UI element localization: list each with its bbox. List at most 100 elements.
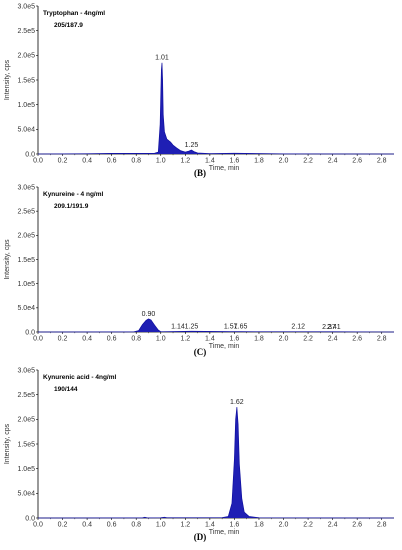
x-tick-label: 0.8 — [131, 522, 141, 529]
x-tick-label: 2.2 — [303, 336, 313, 343]
y-tick-label: 2.5e5 — [17, 392, 35, 399]
chart-panel-2: 0.0 5.0e4 1.0e5 1.5e5 2.0e5 2.5e5 3.0e5 0.0 0.2 0… — [4, 184, 395, 357]
x-tick-label: 1.4 — [205, 158, 215, 165]
panel-label: (D) — [194, 532, 207, 542]
x-tick-label: 2.8 — [377, 336, 387, 343]
x-tick-label: 1.8 — [254, 158, 264, 165]
peak-label: 2.12 — [291, 324, 305, 331]
x-tick-label: 1.8 — [254, 522, 264, 529]
x-tick-label: 1.4 — [205, 522, 215, 529]
x-tick-label: 0.2 — [58, 522, 68, 529]
y-tick-label: 2.0e5 — [17, 233, 35, 240]
y-tick-label: 3.0e5 — [17, 184, 35, 191]
y-tick-label: 0.0 — [25, 151, 35, 158]
chromatogram-trace — [37, 406, 395, 519]
x-tick-label: 2.8 — [377, 522, 387, 529]
x-tick-label: 0.0 — [33, 158, 43, 165]
y-tick-label: 0.0 — [25, 329, 35, 336]
mrm-transition: 209.1/191.9 — [54, 203, 89, 210]
x-axis-title: Time, min — [209, 343, 240, 350]
y-tick-label: 1.5e5 — [17, 257, 35, 264]
x-tick-label: 2.2 — [303, 158, 313, 165]
chromatogram-trace — [37, 62, 395, 155]
x-tick-label: 0.8 — [131, 336, 141, 343]
y-tick-label: 3.0e5 — [17, 3, 35, 10]
y-tick-label: 5.0e4 — [17, 491, 35, 498]
y-tick-label: 1.0e5 — [17, 466, 35, 473]
x-tick-label: 0.6 — [107, 522, 117, 529]
x-tick-label: 1.2 — [180, 336, 190, 343]
chart-panel-1: 0.0 5.0e4 1.0e5 1.5e5 2.0e5 2.5e5 3.0e5 0.0 0.2 0… — [4, 3, 395, 178]
x-tick-label: 0.8 — [131, 158, 141, 165]
peak-label: 2.37 — [322, 324, 336, 331]
y-axis-title: Intensity, cps — [4, 59, 11, 100]
x-tick-label: 1.2 — [180, 158, 190, 165]
chromatogram-trace — [37, 318, 395, 333]
x-tick-label: 1.0 — [156, 158, 166, 165]
x-tick-label: 2.0 — [279, 522, 289, 529]
x-tick-label: 1.8 — [254, 336, 264, 343]
analyte-title: Kynureine - 4 ng/ml — [43, 191, 104, 198]
peak-label: 1.01 — [155, 55, 169, 62]
panel-label: (C) — [194, 347, 207, 357]
mrm-transition: 205/187.9 — [54, 22, 83, 29]
x-tick-label: 2.6 — [352, 158, 362, 165]
y-tick-label: 1.0e5 — [17, 102, 35, 109]
chromatogram-fill — [38, 62, 394, 155]
x-tick-label: 1.4 — [205, 336, 215, 343]
x-tick-label: 1.0 — [156, 336, 166, 343]
x-tick-label: 2.8 — [377, 158, 387, 165]
x-tick-label: 1.0 — [156, 522, 166, 529]
x-tick-label: 1.2 — [180, 522, 190, 529]
y-tick-label: 5.0e4 — [17, 305, 35, 312]
peak-label: 1.14 — [171, 323, 185, 330]
y-tick-label: 0.0 — [25, 515, 35, 522]
x-tick-label: 1.6 — [230, 522, 240, 529]
x-tick-label: 0.2 — [58, 336, 68, 343]
x-tick-label: 2.2 — [303, 522, 313, 529]
x-tick-label: 0.0 — [33, 336, 43, 343]
x-axis-title: Time, min — [209, 165, 240, 172]
y-tick-label: 2.5e5 — [17, 28, 35, 35]
y-tick-label: 3.0e5 — [17, 367, 35, 374]
analyte-title: Tryptophan - 4ng/ml — [43, 10, 105, 17]
x-tick-label: 2.4 — [328, 336, 338, 343]
y-tick-label: 1.5e5 — [17, 77, 35, 84]
x-tick-label: 0.2 — [58, 158, 68, 165]
peak-label: 1.57 — [224, 324, 238, 331]
x-axis-title: Time, min — [209, 529, 240, 536]
y-tick-label: 5.0e4 — [17, 127, 35, 134]
y-tick-label: 2.5e5 — [17, 209, 35, 216]
x-tick-label: 1.6 — [230, 158, 240, 165]
chromatogram-fill — [38, 407, 394, 518]
x-tick-label: 0.4 — [82, 336, 92, 343]
x-tick-label: 0.6 — [107, 158, 117, 165]
x-tick-label: 0.4 — [82, 522, 92, 529]
x-tick-label: 2.6 — [352, 336, 362, 343]
x-tick-label: 2.0 — [279, 158, 289, 165]
x-tick-label: 2.0 — [279, 336, 289, 343]
x-tick-label: 2.6 — [352, 522, 362, 529]
y-tick-label: 1.5e5 — [17, 441, 35, 448]
y-tick-label: 1.0e5 — [17, 281, 35, 288]
y-axis-title: Intensity, cps — [4, 239, 11, 280]
peak-label: 0.90 — [142, 311, 156, 318]
x-tick-label: 1.6 — [230, 336, 240, 343]
x-tick-label: 0.6 — [107, 336, 117, 343]
peak-label: 2.41 — [327, 324, 341, 331]
x-tick-label: 2.4 — [328, 158, 338, 165]
peak-label: 1.62 — [230, 399, 244, 406]
y-axis-title: Intensity, cps — [4, 423, 11, 464]
mrm-transition: 190/144 — [54, 386, 78, 393]
y-tick-label: 2.0e5 — [17, 417, 35, 424]
x-tick-label: 0.0 — [33, 522, 43, 529]
chart-panel-3: 0.0 5.0e4 1.0e5 1.5e5 2.0e5 2.5e5 3.0e5 0.0 0.2 0… — [4, 367, 395, 542]
panel-label: (B) — [194, 168, 206, 178]
x-tick-label: 2.4 — [328, 522, 338, 529]
x-tick-label: 0.4 — [82, 158, 92, 165]
peak-label: 1.65 — [234, 324, 248, 331]
analyte-title: Kynurenic acid - 4ng/ml — [43, 374, 117, 381]
y-tick-label: 2.0e5 — [17, 53, 35, 60]
peak-label: 1.25 — [185, 142, 199, 149]
